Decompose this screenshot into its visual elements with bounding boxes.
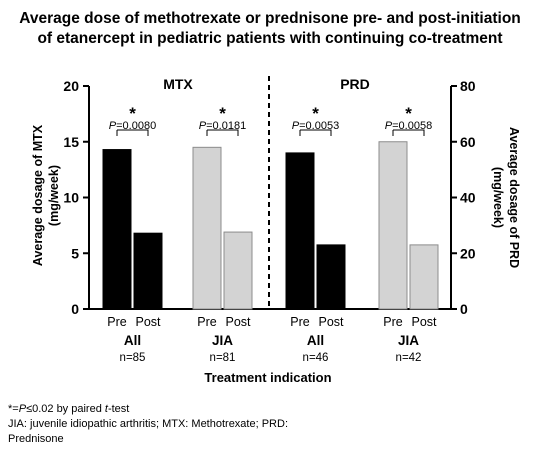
bar-prd-jia-post xyxy=(409,244,439,310)
bar-mtx-jia-post xyxy=(223,231,253,310)
p-value-label: P=0.0053 xyxy=(292,120,339,132)
significance-star: * xyxy=(129,104,136,123)
bar-prd-all-post xyxy=(316,244,346,310)
right-tick-label: 40 xyxy=(460,190,476,206)
bar-prd-all-pre xyxy=(285,152,315,310)
group-n: n=85 xyxy=(120,352,146,364)
left-tick-label: 15 xyxy=(63,134,79,150)
significance-star: * xyxy=(219,104,226,123)
p-value-label: P=0.0181 xyxy=(199,120,246,132)
chart-title-line2: of etanercept in pediatric patients with… xyxy=(37,30,503,47)
bar-label: Pre xyxy=(383,315,403,329)
bar-label: Pre xyxy=(197,315,217,329)
x-axis-title: Treatment indication xyxy=(204,370,331,385)
right-axis-title: Average dosage of PRD xyxy=(507,127,521,268)
footnote-abbreviations: JIA: juvenile idiopathic arthritis; MTX:… xyxy=(8,418,288,430)
bar-label: Post xyxy=(318,315,344,329)
bar-mtx-all-post xyxy=(133,232,163,310)
left-tick-label: 20 xyxy=(63,78,79,94)
significance-bracket xyxy=(392,129,425,136)
group-label: All xyxy=(124,333,141,348)
right-tick-label: 60 xyxy=(460,134,476,150)
significance-bracket xyxy=(299,129,332,136)
chart-title-line1: Average dose of methotrexate or predniso… xyxy=(19,10,521,27)
footnote: *=P≤0.02 by paired t-test JIA: juvenile … xyxy=(8,402,288,447)
left-tick-label: 10 xyxy=(63,190,79,206)
significance-bracket xyxy=(206,129,239,136)
group-n: n=42 xyxy=(396,352,422,364)
group-label: JIA xyxy=(212,333,233,348)
group-n: n=81 xyxy=(210,352,236,364)
group-label: JIA xyxy=(398,333,419,348)
right-tick-label: 0 xyxy=(460,301,468,317)
left-tick-label: 0 xyxy=(71,301,79,317)
bar-label: Post xyxy=(135,315,161,329)
bar-mtx-all-pre xyxy=(102,149,132,310)
footnote-abbreviations-cont: Prednisone xyxy=(8,433,64,445)
panel-label-mtx: MTX xyxy=(163,76,193,92)
bar-mtx-jia-pre xyxy=(192,146,222,310)
p-value-label: P=0.0058 xyxy=(385,120,432,132)
right-tick-label: 80 xyxy=(460,78,476,94)
significance-star: * xyxy=(405,104,412,123)
group-label: All xyxy=(307,333,324,348)
footnote-significance: *=P≤0.02 by paired t-test xyxy=(8,403,130,415)
left-axis-title: Average dosage of MTX xyxy=(31,124,45,266)
chart-title: Average dose of methotrexate or predniso… xyxy=(0,9,540,49)
significance-star: * xyxy=(312,104,319,123)
bar-prd-jia-pre xyxy=(378,141,408,310)
bar-label: Post xyxy=(225,315,251,329)
bar-label: Pre xyxy=(290,315,310,329)
left-tick-label: 5 xyxy=(71,245,79,261)
group-n: n=46 xyxy=(303,352,329,364)
bar-label: Pre xyxy=(107,315,127,329)
panel-label-prd: PRD xyxy=(340,76,370,92)
right-axis-unit: (mg/week) xyxy=(491,167,505,228)
significance-bracket xyxy=(116,129,149,136)
bar-label: Post xyxy=(411,315,437,329)
left-axis-unit: (mg/week) xyxy=(47,165,61,226)
right-tick-label: 20 xyxy=(460,245,476,261)
p-value-label: P=0.0080 xyxy=(109,120,156,132)
